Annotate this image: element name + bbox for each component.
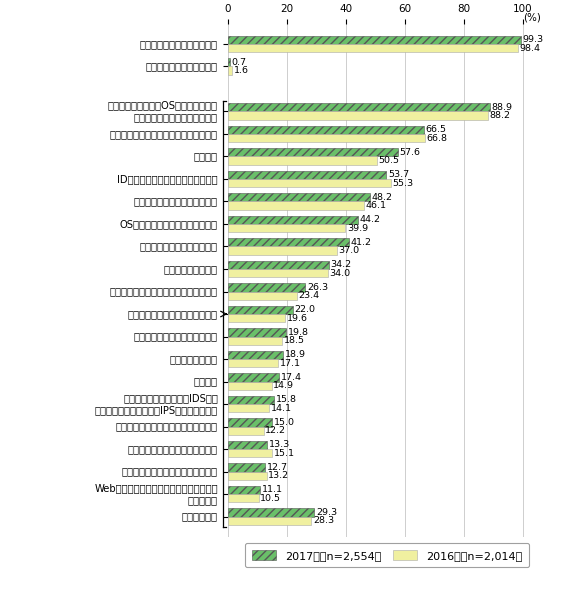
Bar: [228, 328, 286, 336]
Bar: [228, 396, 274, 404]
Text: 15.8: 15.8: [276, 395, 297, 404]
Text: 66.8: 66.8: [426, 133, 447, 143]
Bar: [228, 66, 232, 75]
Text: 26.3: 26.3: [307, 283, 328, 292]
Text: 17.1: 17.1: [280, 359, 301, 368]
Bar: [228, 517, 311, 525]
Bar: [228, 201, 364, 210]
Bar: [228, 494, 258, 503]
Text: 44.2: 44.2: [360, 215, 381, 224]
Text: 10.5: 10.5: [261, 494, 281, 503]
Text: 13.3: 13.3: [269, 440, 290, 450]
Bar: [228, 441, 267, 449]
Bar: [228, 247, 337, 255]
Text: 28.3: 28.3: [313, 516, 334, 525]
Bar: [228, 418, 272, 427]
Bar: [228, 126, 424, 134]
Bar: [228, 509, 314, 517]
Bar: [228, 463, 265, 471]
Bar: [228, 215, 358, 224]
Bar: [228, 35, 521, 44]
Text: 18.5: 18.5: [284, 336, 305, 345]
Text: 12.7: 12.7: [267, 463, 288, 472]
Bar: [228, 261, 328, 269]
Bar: [228, 283, 305, 291]
Bar: [228, 486, 261, 494]
Text: 13.2: 13.2: [269, 471, 290, 480]
Text: 55.3: 55.3: [393, 179, 414, 188]
Text: 29.3: 29.3: [316, 508, 337, 517]
Bar: [228, 148, 398, 156]
Bar: [228, 382, 271, 390]
Text: 19.6: 19.6: [287, 314, 308, 323]
Bar: [228, 112, 488, 120]
Bar: [228, 179, 391, 187]
Text: 23.4: 23.4: [298, 291, 320, 300]
Text: 22.0: 22.0: [294, 306, 315, 314]
Text: 99.3: 99.3: [522, 35, 543, 44]
Bar: [228, 350, 283, 359]
Bar: [228, 193, 370, 201]
Bar: [228, 156, 377, 165]
Bar: [228, 314, 286, 322]
Text: 34.2: 34.2: [330, 260, 352, 269]
Bar: [228, 269, 328, 277]
Bar: [228, 336, 282, 345]
Legend: 2017年（n=2,554）, 2016年（n=2,014）: 2017年（n=2,554）, 2016年（n=2,014）: [245, 543, 529, 567]
Text: 14.1: 14.1: [271, 404, 292, 413]
Text: 0.7: 0.7: [232, 58, 246, 67]
Bar: [228, 44, 518, 52]
Bar: [228, 58, 230, 67]
Text: 15.1: 15.1: [274, 449, 295, 458]
Bar: [228, 449, 272, 457]
Text: 88.9: 88.9: [492, 103, 513, 112]
Bar: [228, 171, 386, 179]
Text: 46.1: 46.1: [365, 201, 386, 210]
Bar: [228, 291, 296, 300]
Text: 37.0: 37.0: [339, 246, 360, 255]
Text: 48.2: 48.2: [372, 193, 393, 202]
Text: 88.2: 88.2: [489, 111, 510, 120]
Bar: [228, 471, 266, 480]
Text: 66.5: 66.5: [426, 125, 447, 135]
Bar: [228, 427, 263, 435]
Text: 53.7: 53.7: [388, 171, 409, 179]
Text: 50.5: 50.5: [378, 156, 399, 165]
Text: 19.8: 19.8: [288, 328, 309, 337]
Text: 98.4: 98.4: [519, 44, 541, 53]
Bar: [228, 359, 278, 368]
Text: 14.9: 14.9: [273, 381, 294, 390]
Text: 11.1: 11.1: [262, 486, 283, 494]
Text: 18.9: 18.9: [285, 350, 306, 359]
Bar: [228, 224, 345, 232]
Text: 41.2: 41.2: [351, 238, 372, 247]
Bar: [228, 306, 292, 314]
Text: 34.0: 34.0: [329, 268, 351, 278]
Bar: [228, 103, 490, 112]
Text: (%): (%): [523, 12, 541, 22]
Text: 15.0: 15.0: [274, 418, 295, 427]
Text: 39.9: 39.9: [347, 224, 368, 232]
Bar: [228, 238, 349, 247]
Bar: [228, 134, 424, 142]
Text: 12.2: 12.2: [265, 426, 286, 435]
Text: 57.6: 57.6: [399, 148, 420, 157]
Text: 1.6: 1.6: [234, 66, 249, 75]
Bar: [228, 373, 279, 382]
Text: 17.4: 17.4: [281, 373, 302, 382]
Bar: [228, 404, 269, 412]
